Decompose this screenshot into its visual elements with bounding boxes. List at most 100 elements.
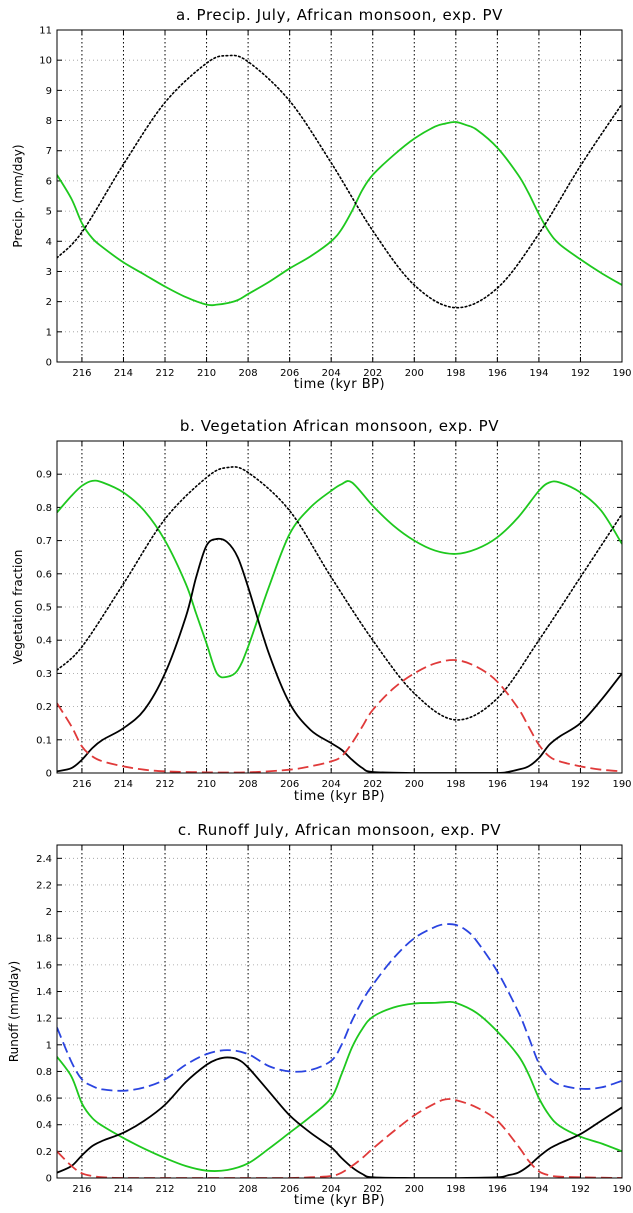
panel-b-ytick-label: 0.5 [36,603,52,614]
panel-b-xtick-label: 210 [197,779,216,790]
panel-a-xtick-label: 194 [529,368,548,379]
panel-a-xtick-label: 200 [405,368,424,379]
panel-a-xtick-label: 190 [612,368,631,379]
panel-a-xtick-label: 196 [488,368,507,379]
panel-b-ytick-label: 0.4 [36,636,52,647]
panel-b-xlabel: time (kyr BP) [294,789,385,804]
panel-c-ytick-label: 0 [46,1174,52,1185]
panel-c-xtick-label: 190 [612,1184,631,1195]
panel-c-ytick-label: 2.4 [36,854,52,865]
panel-c-xtick-label: 198 [446,1184,465,1195]
panel-c-series-0-line [57,923,622,1092]
panel-b-ytick-label: 0.3 [36,669,52,680]
panel-b-series-0-line [57,479,622,679]
panel-c-xtick-label: 196 [488,1184,507,1195]
panel-b-ytick-label: 0 [46,769,52,780]
panel-c-ytick-label: 0.4 [36,1120,52,1131]
panel-a-ytick-label: 2 [46,297,52,308]
panel-c-plot-frame [56,844,623,1179]
panel-a-title: a. Precip. July, African monsoon, exp. P… [176,6,503,24]
panel-b-xtick-label: 198 [446,779,465,790]
panel-b-xtick-label: 214 [114,779,133,790]
panel-a-ylabel: Precip. (mm/day) [11,144,25,247]
panel-b-ytick-label: 0.1 [36,735,52,746]
panel-b-xtick-label: 190 [612,779,631,790]
panel-b-xtick-label: 204 [322,779,341,790]
panel-c-ytick-label: 2.2 [36,880,52,891]
panel-c-xtick-label: 214 [114,1184,133,1195]
panel-c-ytick-label: 1.6 [36,960,52,971]
panel-b-series-2-line [57,466,622,721]
panel-c-xtick-label: 208 [239,1184,258,1195]
panel-b-xtick-label: 200 [405,779,424,790]
panel-c-xtick-label: 212 [155,1184,174,1195]
panel-b-xtick-label: 196 [488,779,507,790]
panel-c-ytick-label: 0.6 [36,1094,52,1105]
panel-a-ytick-label: 3 [46,267,52,278]
panel-a-xlabel: time (kyr BP) [294,377,385,392]
panel-a-ytick-label: 10 [39,56,52,67]
panel-a-series-0-line [57,121,622,307]
panel-c-ytick-label: 0.8 [36,1067,52,1078]
panel-c-xtick-label: 216 [72,1184,91,1195]
panel-b: 0 0.1 0.2 0.3 0.4 0.5 0.6 0.7 0.8 0.9 216 214 212 210… [11,417,632,804]
panel-c-xlabel: time (kyr BP) [294,1193,385,1208]
panel-a-series-1-line [57,54,622,309]
panel-c-xtick-label: 206 [280,1184,299,1195]
panel-a-xtick-label: 204 [322,368,341,379]
panel-b-xtick-label: 208 [239,779,258,790]
panel-b-title: b. Vegetation African monsoon, exp. PV [180,417,499,435]
panel-c-ylabel: Runoff (mm/day) [7,961,21,1062]
panel-c-xtick-label: 204 [322,1184,341,1195]
panel-b-ytick-label: 0.7 [36,536,52,547]
panel-b-xtick-label: 206 [280,779,299,790]
panel-a-plot-frame [56,29,623,363]
panel-a-xtick-label: 214 [114,368,133,379]
panel-a-ytick-label: 7 [46,146,52,157]
panel-a-xtick-label: 208 [239,368,258,379]
panel-b-xtick-label: 212 [155,779,174,790]
panel-a-xtick-label: 216 [72,368,91,379]
panel-a-xtick-label: 206 [280,368,299,379]
panel-b-xtick-label: 192 [571,779,590,790]
panel-a-xtick-label: 192 [571,368,590,379]
panel-c-ytick-label: 1.8 [36,934,52,945]
panel-c: 0 0.2 0.4 0.6 0.8 1 1.2 1.4 1.6 1.8 2 2.2 2.4 216 214 2… [7,821,632,1208]
panel-b-xtick-label: 194 [529,779,548,790]
panel-a: 0 1 2 3 4 5 6 7 8 9 10 11 216 214 212 210 208 206 204 202 20… [11,6,632,392]
panel-a-ytick-label: 9 [46,86,52,97]
panel-b-series-3-line [57,659,622,773]
panel-c-series-2-line [57,1056,622,1178]
panel-b-ytick-label: 0.6 [36,569,52,580]
panel-c-title: c. Runoff July, African monsoon, exp. PV [178,821,501,839]
panel-c-ytick-label: 0.2 [36,1147,52,1158]
panel-a-ytick-label: 6 [46,176,52,187]
panel-b-ylabel: Vegetation fraction [11,550,25,665]
panel-b-ytick-label: 0.8 [36,503,52,514]
panel-a-xtick-label: 212 [155,368,174,379]
panel-a-ytick-label: 8 [46,116,52,127]
panel-c-xtick-label: 192 [571,1184,590,1195]
panel-a-ytick-label: 1 [46,327,52,338]
panel-c-ytick-label: 2 [46,907,52,918]
panel-a-ytick-label: 4 [46,237,52,248]
panel-b-ytick-label: 0.2 [36,702,52,713]
panel-c-xtick-label: 194 [529,1184,548,1195]
panel-a-xtick-label: 202 [363,368,382,379]
panel-b-plot-frame [56,440,623,774]
panel-c-xtick-label: 202 [363,1184,382,1195]
panel-c-xtick-label: 210 [197,1184,216,1195]
panel-b-series-1-line [57,537,622,773]
panel-a-ytick-label: 0 [46,358,52,369]
panel-c-xtick-label: 200 [405,1184,424,1195]
panel-b-xtick-label: 216 [72,779,91,790]
panel-b-ytick-label: 0.9 [36,470,52,481]
panel-c-ytick-label: 1 [46,1040,52,1051]
panel-a-ytick-label: 5 [46,207,52,218]
panel-c-ytick-label: 1.4 [36,987,52,998]
panel-c-ytick-label: 1.2 [36,1014,52,1025]
panel-c-series-1-line [57,1000,622,1172]
panel-a-ytick-label: 11 [39,26,52,37]
panel-c-series-3-line [57,1098,622,1178]
